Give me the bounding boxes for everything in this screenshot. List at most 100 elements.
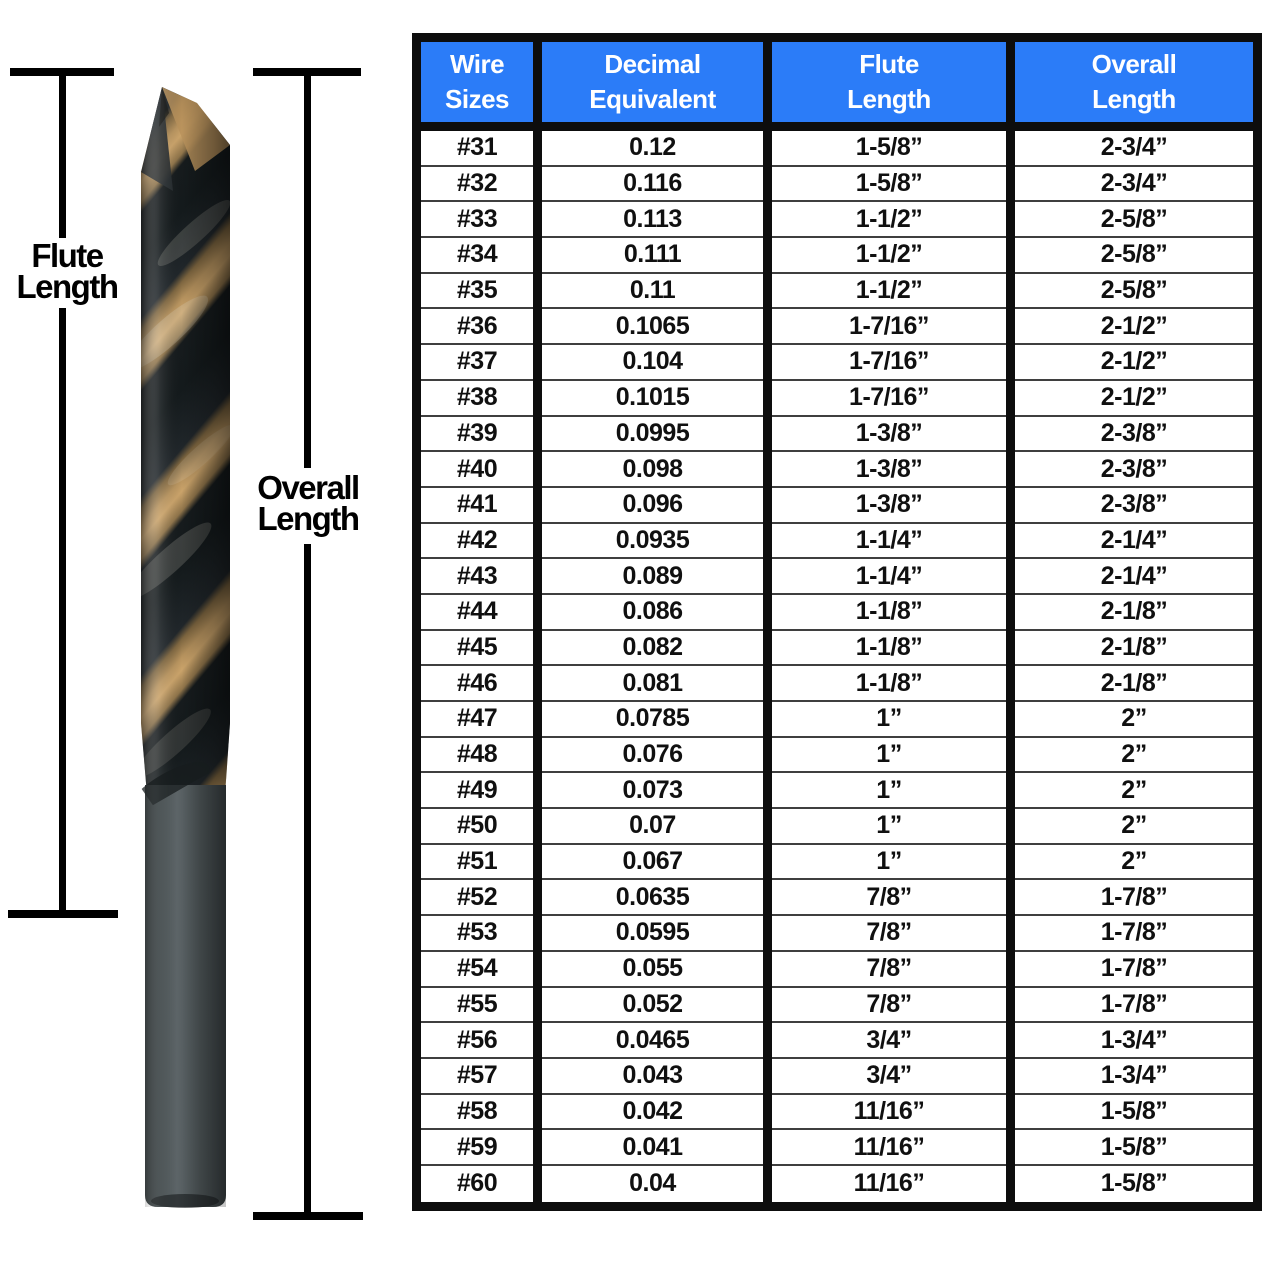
table-cell: 0.096 (542, 487, 763, 524)
table-cell: #58 (421, 1094, 533, 1131)
overall-label-line2: Length (257, 500, 360, 537)
table-row: #41 0.096 1-3/8” 2-3/8” (421, 487, 1253, 524)
table-cell: 1-7/8” (1015, 916, 1253, 952)
table-cell: 0.043 (542, 1058, 763, 1095)
table-row: #44 0.086 1-1/8” 2-1/8” (421, 594, 1253, 631)
table-cell: 2-3/4” (1015, 166, 1253, 203)
flute-line-upper (59, 68, 66, 238)
table-cell: 1-7/8” (1015, 880, 1253, 917)
table-cell: #31 (421, 131, 533, 167)
overall-line-upper (304, 68, 311, 468)
table-cell: 3/4” (772, 1023, 1006, 1059)
table-cell: 1-3/4” (1015, 1023, 1253, 1059)
table-cell: 1-1/2” (772, 273, 1006, 310)
table-row: #36 0.1065 1-7/16” 2-1/2” (421, 309, 1253, 346)
table-row: #42 0.0935 1-1/4” 2-1/4” (421, 523, 1253, 560)
header-line: Equivalent (589, 84, 716, 114)
table-row: #34 0.111 1-1/2” 2-5/8” (421, 238, 1253, 274)
table-row: #59 0.041 11/16” 1-5/8” (421, 1130, 1253, 1166)
table-row: #35 0.11 1-1/2” 2-5/8” (421, 273, 1253, 310)
table-cell: 0.098 (542, 452, 763, 488)
table-cell: 0.12 (542, 131, 763, 167)
overall-length-label: Overall Length (246, 469, 370, 537)
table-cell: 1-7/16” (772, 309, 1006, 346)
table-cell: 11/16” (772, 1130, 1006, 1166)
table-row: #39 0.0995 1-3/8” 2-3/8” (421, 416, 1253, 453)
table-cell: 2-1/4” (1015, 523, 1253, 560)
table-cell: 0.1015 (542, 380, 763, 417)
table-row: #49 0.073 1” 2” (421, 773, 1253, 810)
col-header-wire-sizes: Wire Sizes (421, 42, 533, 122)
table-cell: 0.104 (542, 345, 763, 381)
table-row: #57 0.043 3/4” 1-3/4” (421, 1058, 1253, 1095)
table-cell: #39 (421, 416, 533, 453)
table-cell: 0.0995 (542, 416, 763, 453)
table-row: #38 0.1015 1-7/16” 2-1/2” (421, 380, 1253, 417)
table-cell: 0.116 (542, 166, 763, 203)
header-line: Decimal (604, 49, 701, 79)
table-cell: #43 (421, 559, 533, 595)
table-cell: #33 (421, 202, 533, 239)
table-cell: 2-5/8” (1015, 238, 1253, 274)
table-cell: 1” (772, 809, 1006, 845)
table-cell: #49 (421, 773, 533, 810)
table-cell: 0.0635 (542, 880, 763, 917)
overall-label-line1: Overall (257, 469, 360, 506)
table-cell: 0.055 (542, 951, 763, 988)
table-cell: 1-1/4” (772, 523, 1006, 560)
table-row: #54 0.055 7/8” 1-7/8” (421, 951, 1253, 988)
table-cell: 2-3/4” (1015, 131, 1253, 167)
table-row: #51 0.067 1” 2” (421, 844, 1253, 881)
table-cell: 7/8” (772, 880, 1006, 917)
table-cell: 11/16” (772, 1165, 1006, 1202)
table-cell: #60 (421, 1165, 533, 1202)
table-cell: 1-1/8” (772, 594, 1006, 631)
table-cell: #56 (421, 1023, 533, 1059)
flute-label-line2: Length (16, 268, 119, 305)
header-line: Length (847, 84, 931, 114)
table-cell: #53 (421, 916, 533, 952)
table-cell: 7/8” (772, 951, 1006, 988)
table-row: #45 0.082 1-1/8” 2-1/8” (421, 630, 1253, 667)
table-cell: 2-3/8” (1015, 416, 1253, 453)
table-cell: 1” (772, 773, 1006, 810)
table-cell: 0.089 (542, 559, 763, 595)
table-cell: #36 (421, 309, 533, 346)
table-cell: 2-1/8” (1015, 630, 1253, 667)
table-row: #52 0.0635 7/8” 1-7/8” (421, 880, 1253, 917)
overall-bottom-tick (253, 1212, 363, 1220)
table-cell: 2” (1015, 702, 1253, 738)
size-chart-table: Wire Sizes Decimal Equivalent Flute Leng… (412, 33, 1262, 1211)
table-cell: #38 (421, 380, 533, 417)
table-cell: 0.1065 (542, 309, 763, 346)
flute-length-label: Flute Length (4, 239, 130, 305)
table-cell: #32 (421, 166, 533, 203)
table-row: #60 0.04 11/16” 1-5/8” (421, 1165, 1253, 1202)
header-line: Sizes (445, 84, 510, 114)
table-cell: 1-3/8” (772, 416, 1006, 453)
table-cell: 1-5/8” (1015, 1165, 1253, 1202)
table-cell: 1” (772, 844, 1006, 881)
table-cell: 2-5/8” (1015, 202, 1253, 239)
table-cell: 1-1/4” (772, 559, 1006, 595)
table-cell: #50 (421, 809, 533, 845)
table-cell: #52 (421, 880, 533, 917)
table-row: #32 0.116 1-5/8” 2-3/4” (421, 166, 1253, 203)
table-cell: 2-3/8” (1015, 487, 1253, 524)
table-row: #33 0.113 1-1/2” 2-5/8” (421, 202, 1253, 239)
table-cell: #47 (421, 702, 533, 738)
table-cell: 0.0465 (542, 1023, 763, 1059)
table-cell: 0.111 (542, 238, 763, 274)
table-cell: 1-5/8” (1015, 1130, 1253, 1166)
table-row: #50 0.07 1” 2” (421, 809, 1253, 845)
table-cell: 1-5/8” (772, 166, 1006, 203)
header-line: Wire (449, 49, 505, 79)
table-cell: 1-1/8” (772, 630, 1006, 667)
table-cell: #45 (421, 630, 533, 667)
table-cell: 1-7/8” (1015, 951, 1253, 988)
table-cell: #46 (421, 666, 533, 702)
table-cell: 0.086 (542, 594, 763, 631)
table-row: #46 0.081 1-1/8” 2-1/8” (421, 666, 1253, 702)
table-cell: 2-3/8” (1015, 452, 1253, 488)
